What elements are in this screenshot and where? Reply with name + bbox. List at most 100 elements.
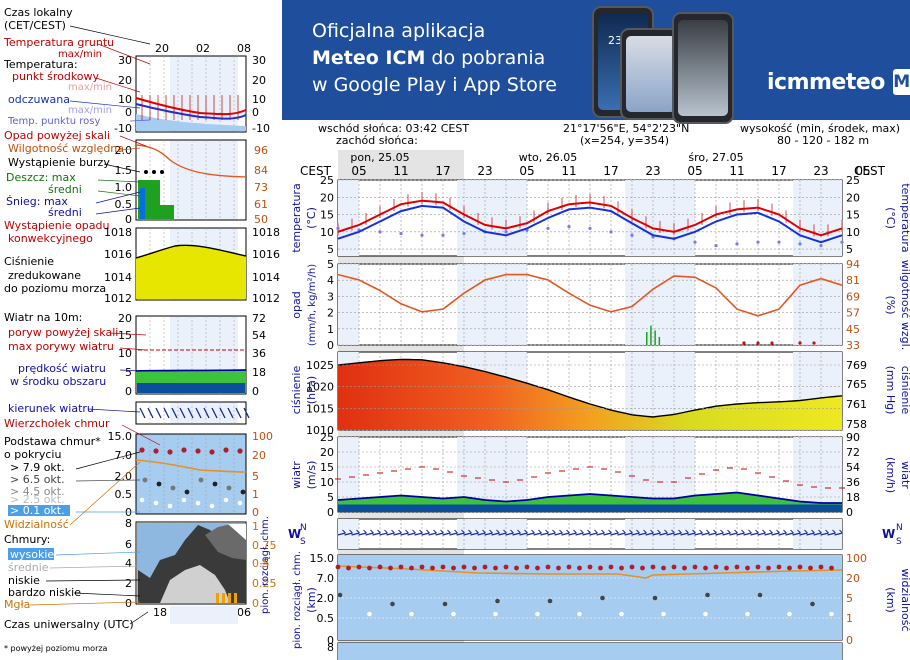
legend-cloud-top bbox=[228, 524, 246, 540]
wind-arrow-head bbox=[839, 529, 843, 534]
cloud-base-marker-mid bbox=[390, 601, 395, 607]
wind-arrow-head bbox=[580, 529, 584, 534]
cloud-base-marker bbox=[356, 564, 362, 570]
night-shade bbox=[338, 437, 359, 512]
wind-arrow-head bbox=[552, 529, 556, 534]
wind-arrow-head bbox=[790, 529, 794, 534]
legend-storm-marker bbox=[152, 170, 156, 174]
legend-night bbox=[170, 140, 238, 220]
footnote: * powyżej poziomu morza bbox=[4, 644, 108, 653]
legend-cloud-base-low bbox=[139, 497, 145, 503]
legend-tick-right: 20 bbox=[252, 74, 266, 87]
cloud-base-marker bbox=[388, 565, 393, 571]
legend-wind-arrow bbox=[203, 407, 210, 419]
dir-label: W bbox=[288, 527, 301, 541]
wind-arrow-head bbox=[398, 529, 402, 534]
legend-panel bbox=[135, 433, 247, 515]
wind-arrow bbox=[442, 532, 451, 536]
pressure-tick: 1025 bbox=[306, 359, 334, 372]
convective-sub: konwekcyjnego bbox=[8, 232, 93, 245]
visibility-tick: 1 bbox=[846, 612, 853, 625]
wind-low-band bbox=[338, 504, 842, 512]
wind-arrow-head bbox=[517, 529, 521, 534]
wind-arrow bbox=[414, 532, 423, 536]
legend-leader bbox=[97, 179, 141, 183]
cloud-base-marker bbox=[734, 564, 740, 570]
dew-point-marker bbox=[567, 225, 571, 229]
legend-ground-area bbox=[136, 114, 246, 131]
logo-box: M° bbox=[892, 69, 910, 95]
legend-storm-marker bbox=[160, 170, 164, 174]
cloud-base-marker bbox=[451, 565, 456, 571]
local-time-sub: (CET/CEST) bbox=[4, 19, 66, 32]
cloud-base-marker bbox=[692, 564, 698, 570]
humidity-tick: 81 bbox=[846, 274, 860, 287]
wind-arrow-head bbox=[678, 529, 682, 534]
wind-arrow bbox=[428, 532, 437, 536]
wind-arrow bbox=[813, 532, 822, 536]
wind-arrow-head bbox=[489, 529, 493, 534]
pressure-area bbox=[338, 359, 842, 430]
wind-arrow-head bbox=[727, 529, 731, 534]
wind-arrow-head bbox=[573, 529, 577, 534]
cloud-base-marker-low bbox=[535, 611, 540, 617]
rain-mid-label: średni bbox=[48, 183, 82, 196]
legend-storm-marker bbox=[144, 170, 148, 174]
wind-arrow bbox=[659, 532, 668, 536]
legend-leader bbox=[129, 611, 149, 625]
legend-tick-left: 0 bbox=[125, 106, 132, 119]
wind-arrow-head bbox=[755, 529, 759, 534]
legend-pressure-area bbox=[136, 245, 246, 299]
legend-leader bbox=[119, 135, 147, 147]
wind-arrow-head bbox=[454, 529, 458, 534]
legend-leader bbox=[73, 592, 141, 597]
hour-tick: 11 bbox=[393, 164, 408, 178]
gust-over-label: poryw powyżej skali bbox=[8, 326, 118, 339]
day-label: pon, 25.05 bbox=[350, 151, 409, 164]
cloud-tick: 15.0 bbox=[310, 552, 335, 565]
cloud-base-marker bbox=[713, 564, 719, 570]
humidity-axis-title: wilgotność wzgl. bbox=[899, 260, 910, 350]
dew-point-label: Temp. punktu rosy bbox=[7, 116, 100, 127]
legend-tick-right: 1012 bbox=[252, 292, 280, 305]
wind-arrow bbox=[785, 532, 794, 536]
pressure-mmhg-tick: 761 bbox=[846, 398, 867, 411]
pressure-tick: 1010 bbox=[306, 424, 334, 437]
wind-arrow bbox=[680, 532, 689, 536]
cloud-base-marker bbox=[335, 564, 341, 570]
hour-tick: 05 bbox=[519, 164, 534, 178]
legend-tick-right: 54 bbox=[252, 329, 266, 342]
wind-arrow-head bbox=[797, 529, 801, 534]
hour-tick: 05 bbox=[855, 164, 870, 178]
temp-tick-left: 5 bbox=[327, 243, 334, 256]
legend-leader bbox=[95, 207, 141, 215]
wind-arrow bbox=[337, 532, 346, 536]
temp-tick-right: 15 bbox=[846, 209, 860, 222]
wind-arrow bbox=[729, 532, 738, 536]
legend-wind-arrow bbox=[219, 407, 226, 419]
legend-wind-line bbox=[135, 369, 247, 372]
app-promo-banner[interactable]: Oficjalna aplikacja Meteo ICM do pobrani… bbox=[282, 0, 910, 124]
pressure-tick: 1020 bbox=[306, 381, 334, 394]
wind-arrow-head bbox=[650, 529, 654, 534]
legend-cloud-base-low bbox=[181, 497, 187, 503]
banner-line-3: w Google Play i App Store bbox=[312, 74, 557, 96]
legend-tick-right: 0 bbox=[252, 506, 259, 519]
hour-tick: 05 bbox=[351, 164, 366, 178]
wind-arrow-head bbox=[538, 529, 542, 534]
wind-arrow bbox=[645, 532, 654, 536]
wind-arrow bbox=[722, 532, 731, 536]
pressure-axis-title: ciśnienie bbox=[290, 366, 303, 415]
temp-tick-right: 5 bbox=[846, 243, 853, 256]
legend-pressure-line bbox=[135, 244, 247, 259]
cloud-base-marker bbox=[535, 565, 540, 571]
wind-arrow-head bbox=[769, 529, 773, 534]
wind-arrow bbox=[561, 532, 570, 536]
legend-tick-left: -10 bbox=[114, 122, 132, 135]
legend-cloud-base-mid bbox=[226, 485, 232, 491]
night-shade bbox=[625, 180, 695, 256]
dew-point-marker bbox=[504, 230, 508, 234]
wind-arrow-head bbox=[692, 529, 696, 534]
legend-fog-bar bbox=[216, 593, 219, 603]
legend-humidity-line bbox=[135, 144, 247, 178]
